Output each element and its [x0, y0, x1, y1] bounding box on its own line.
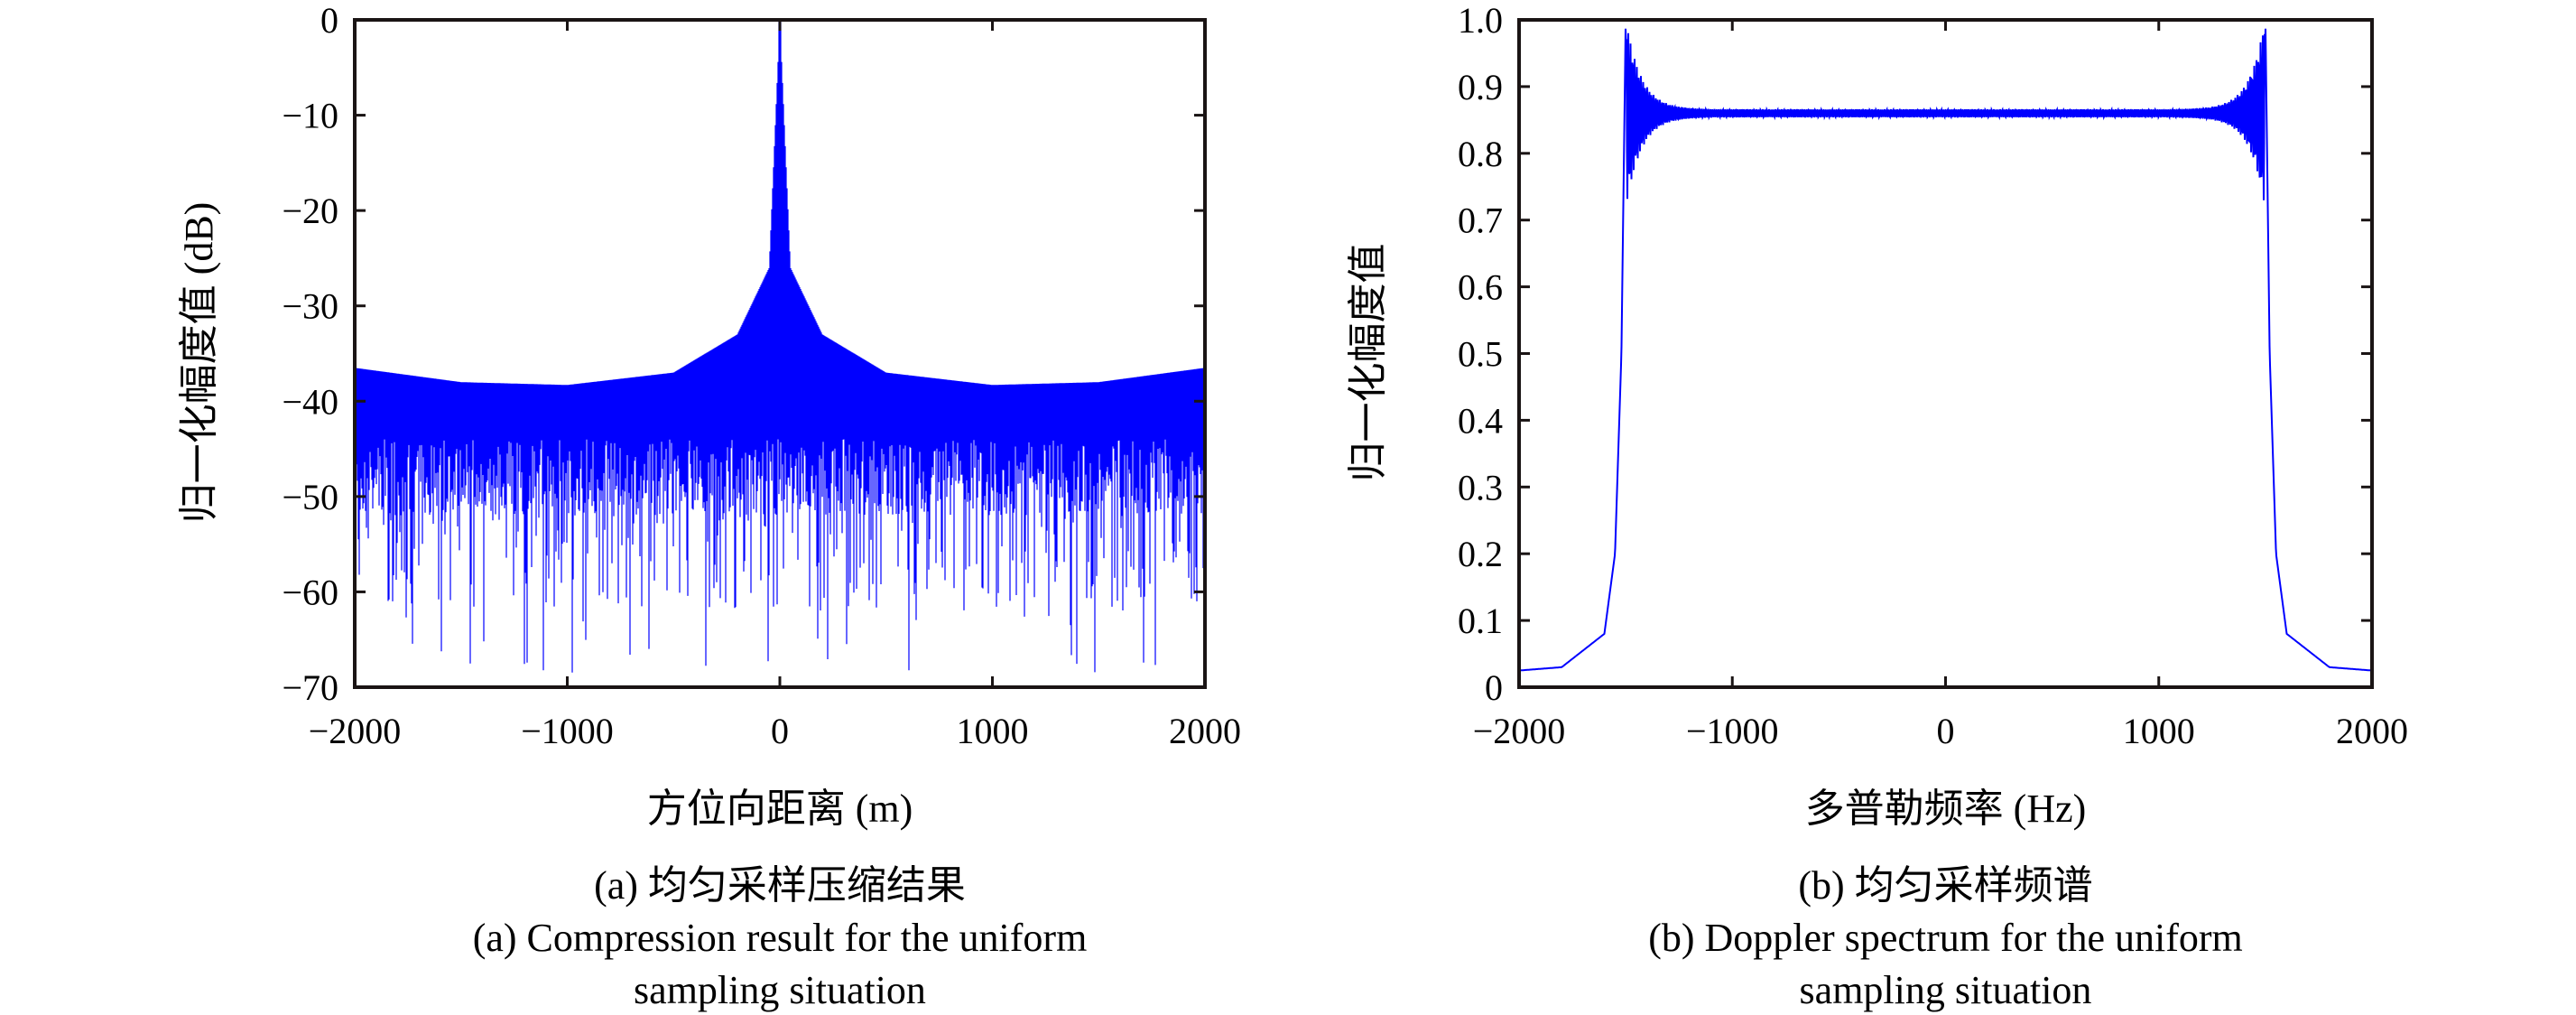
a-y-tick-label: −40: [282, 381, 338, 422]
b-x-axis-label: 多普勒频率 (Hz): [1805, 787, 2087, 831]
a-y-tick-label: −70: [282, 667, 338, 708]
a-caption-en-1: (a) Compression result for the uniform: [473, 916, 1088, 960]
a-x-tick-label: −1000: [521, 711, 614, 751]
a-x-axis-label: 方位向距离 (m): [647, 787, 913, 831]
b-caption-cn: (b) 均匀采样频谱: [1798, 863, 2092, 908]
b-x-tick-label: 2000: [2336, 711, 2408, 751]
b-y-tick-label: 0.7: [1458, 200, 1503, 241]
b-y-tick-label: 0.9: [1458, 67, 1503, 107]
b-y-tick-label: 0.1: [1458, 601, 1503, 641]
b-y-tick-label: 0.6: [1458, 267, 1503, 308]
b-y-tick-label: 0.8: [1458, 134, 1503, 174]
a-y-tick-label: −10: [282, 96, 338, 136]
b-y-axis-label: 归一化幅度值: [1346, 244, 1390, 482]
b-y-tick-label: 1.0: [1458, 0, 1503, 41]
a-y-tick-label: −60: [282, 572, 338, 612]
b-x-tick-label: −1000: [1686, 711, 1779, 751]
b-spectrum-line: [1519, 28, 2372, 672]
plot-b: −2000 −1000 0 1000 2000 0 0.1 0.2 0.3 0.4 0.5 0.6 0.…: [1346, 0, 2408, 1012]
b-y-tick-label: 0: [1485, 667, 1503, 708]
a-y-tick-label: −30: [282, 286, 338, 327]
b-x-tick-label: 0: [1937, 711, 1955, 751]
a-x-tick-label: −2000: [309, 711, 402, 751]
a-x-tick-label: 0: [771, 711, 789, 751]
b-y-tick-label: 0.5: [1458, 334, 1503, 375]
a-y-axis-label: 归一化幅度值 (dB): [177, 202, 221, 524]
b-y-tick-label: 0.3: [1458, 467, 1503, 508]
a-y-tick-label: 0: [320, 0, 338, 41]
b-y-tick-label: 0.4: [1458, 400, 1503, 441]
b-caption-en-2: sampling situation: [1800, 968, 2092, 1012]
b-x-tick-label: −2000: [1473, 711, 1566, 751]
b-data-trace: [1519, 28, 2372, 672]
a-data-trace: [354, 20, 1206, 673]
a-caption-en-2: sampling situation: [634, 968, 926, 1012]
plot-a: −2000 −1000 0 1000 2000 0 −10 −20 −30 −40 −50 −60 −7…: [177, 0, 1241, 1012]
b-y-tick-label: 0.2: [1458, 534, 1503, 574]
a-caption-cn: (a) 均匀采样压缩结果: [594, 863, 966, 908]
a-x-tick-label: 2000: [1169, 711, 1241, 751]
a-x-tick-label: 1000: [957, 711, 1029, 751]
a-y-tick-label: −20: [282, 191, 338, 231]
a-y-tick-label: −50: [282, 477, 338, 517]
b-caption-en-1: (b) Doppler spectrum for the uniform: [1648, 916, 2243, 960]
b-x-tick-label: 1000: [2123, 711, 2195, 751]
